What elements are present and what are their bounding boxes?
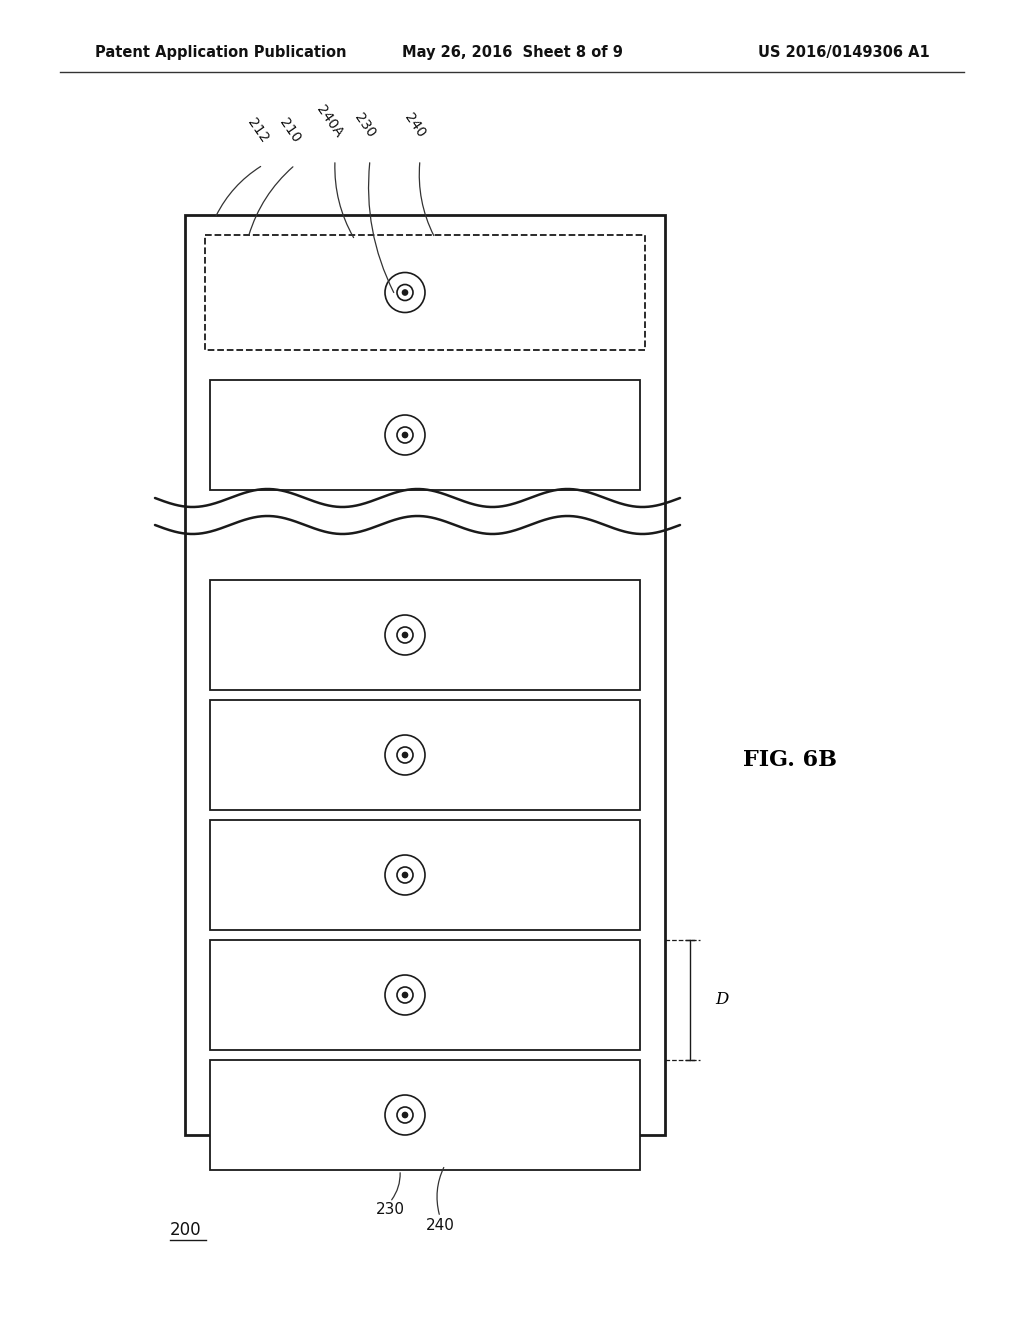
- Circle shape: [402, 433, 408, 437]
- Bar: [210, 940, 640, 1049]
- Circle shape: [402, 993, 408, 998]
- Circle shape: [402, 632, 408, 638]
- Text: 200: 200: [170, 1221, 202, 1239]
- Text: 240: 240: [426, 1217, 455, 1233]
- Bar: [210, 579, 640, 690]
- Circle shape: [402, 290, 408, 294]
- Text: D: D: [715, 991, 728, 1008]
- Text: 212: 212: [245, 115, 271, 145]
- Bar: [210, 1060, 640, 1170]
- Bar: [185, 215, 665, 1135]
- Bar: [210, 700, 640, 810]
- Text: 240: 240: [401, 111, 428, 140]
- Bar: [205, 235, 645, 350]
- Bar: [210, 380, 640, 490]
- Text: May 26, 2016  Sheet 8 of 9: May 26, 2016 Sheet 8 of 9: [401, 45, 623, 59]
- Text: US 2016/0149306 A1: US 2016/0149306 A1: [758, 45, 930, 59]
- Circle shape: [402, 1113, 408, 1118]
- Text: 230: 230: [351, 111, 378, 140]
- Text: 230: 230: [376, 1203, 404, 1217]
- Circle shape: [402, 873, 408, 878]
- Text: 210: 210: [276, 115, 303, 145]
- Circle shape: [402, 752, 408, 758]
- Text: Patent Application Publication: Patent Application Publication: [95, 45, 346, 59]
- Bar: [210, 820, 640, 931]
- Text: FIG. 6B: FIG. 6B: [743, 748, 837, 771]
- Text: 240A: 240A: [314, 103, 346, 140]
